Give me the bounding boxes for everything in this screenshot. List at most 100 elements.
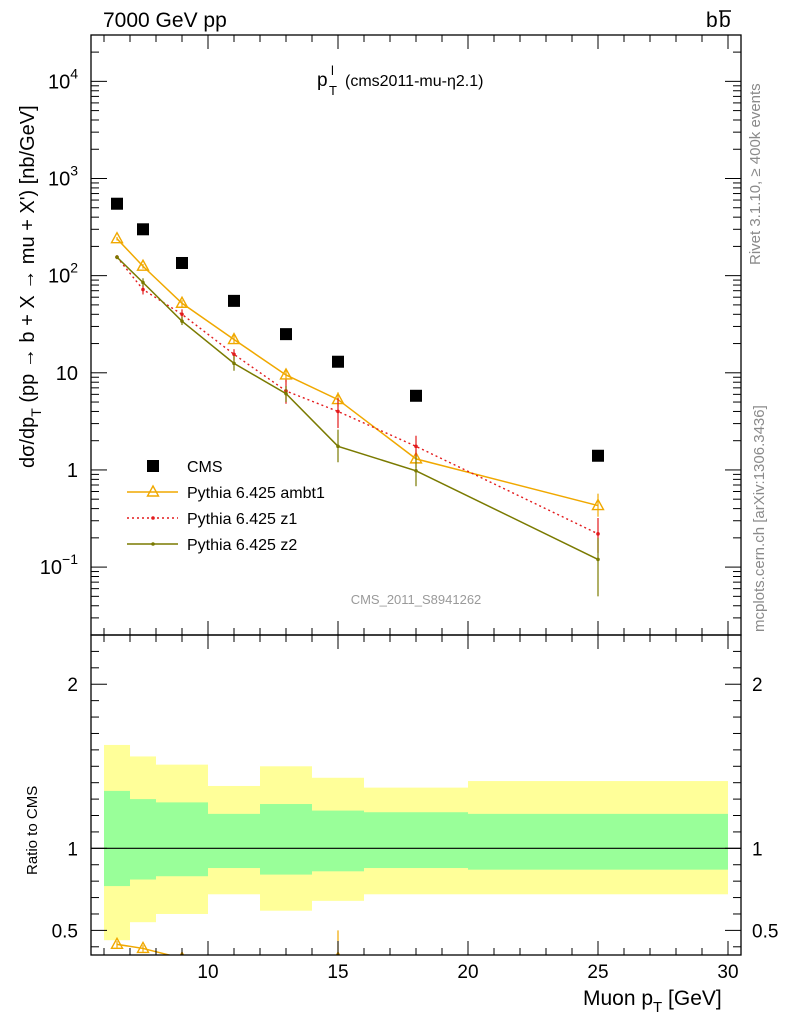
series-marker	[414, 444, 418, 449]
y-tick-base: 10	[48, 169, 70, 191]
series-marker	[284, 391, 288, 396]
series-marker	[232, 361, 236, 366]
ratio-series-group	[110, 930, 341, 955]
y-tick-label: 102	[48, 260, 78, 288]
series-marker	[115, 255, 119, 259]
chart-marks	[110, 197, 605, 955]
legend-marker-cms	[147, 460, 159, 472]
ratio-series-line	[116, 943, 173, 955]
x-tick-label: 25	[587, 962, 608, 983]
data-point-cms	[176, 256, 188, 269]
ratio-band-inner	[130, 799, 156, 880]
header-right-bbar: b	[719, 9, 731, 32]
data-point-cms	[592, 449, 604, 462]
header-right: b b	[706, 9, 731, 32]
data-point-cms	[228, 294, 240, 307]
series-marker	[279, 367, 293, 380]
ratio-band-inner	[468, 813, 728, 870]
legend: CMS Pythia 6.425 ambt1 Pythia 6.425 z1 Pyth…	[127, 459, 325, 554]
y-tick-label: 103	[48, 163, 78, 191]
series-marker	[141, 287, 145, 292]
ratio-y-tick-label: 1	[67, 839, 78, 860]
ratio-series-marker	[110, 936, 124, 950]
series-line	[116, 256, 599, 561]
legend-label: Pythia 6.425 z1	[187, 511, 297, 528]
x-tick-label: 20	[457, 962, 478, 983]
series-marker	[180, 312, 184, 317]
data-point-cms	[137, 223, 149, 236]
y-tick-exp: 4	[70, 65, 78, 81]
legend-label: Pythia 6.425 ambt1	[187, 485, 325, 502]
series-line	[116, 256, 599, 535]
xlabel-main: Muon p	[583, 987, 653, 1010]
main-ylabel-b: (pp → b + X → mu + X') [nb/GeV]	[17, 105, 39, 408]
subtitle-sub: T	[329, 83, 337, 98]
rivet-label: Rivet 3.1.10, ≥ 400k events	[747, 83, 764, 265]
legend-label: Pythia 6.425 z2	[187, 537, 297, 554]
main-ylabel: dσ/dpT (pp → b + X → mu + X') [nb/GeV]	[17, 105, 44, 468]
ratio-series-marker	[136, 940, 150, 954]
ratio-band-inner	[364, 812, 468, 869]
y-tick-base: 10	[48, 266, 70, 288]
series-marker	[180, 319, 184, 323]
header-right-b: b	[706, 9, 718, 32]
series-marker	[336, 409, 340, 414]
main-ylabel-a: dσ/dp	[17, 417, 39, 468]
ratio-y-tick-label: 2	[67, 675, 78, 696]
ratio-band-inner	[260, 804, 312, 875]
series-marker	[336, 444, 340, 449]
ratio-y-tick-label-right: 0.5	[752, 921, 778, 942]
y-tick-label: 10−1	[40, 551, 78, 579]
ratio-band-inner	[156, 802, 208, 877]
ratio-y-tick-label-right: 1	[752, 839, 763, 860]
series-marker	[227, 332, 241, 345]
x-tick-label: 10	[197, 962, 218, 983]
subtitle-main: p	[317, 70, 328, 91]
legend-marker	[146, 484, 160, 497]
data-point-cms	[111, 197, 123, 210]
legend-marker	[151, 542, 155, 546]
main-ylabel-sub: T	[28, 408, 44, 417]
ratio-y-tick-label: 0.5	[52, 921, 78, 942]
mcplots-label: mcplots.cern.ch [arXiv:1306.3436]	[751, 405, 768, 632]
header-left: 7000 GeV pp	[103, 9, 227, 32]
y-tick-base: 10	[40, 557, 62, 579]
ratio-y-tick-label-right: 2	[752, 675, 763, 696]
series-line	[116, 238, 599, 507]
analysis-id: CMS_2011_S8941262	[351, 592, 482, 607]
y-tick-label: 1	[67, 460, 78, 482]
x-axis-label: Muon pT [GeV]	[583, 987, 722, 1016]
subtitle-sup: l	[331, 63, 334, 78]
legend-label: CMS	[187, 459, 223, 476]
data-point-cms	[280, 328, 292, 341]
series-marker	[596, 532, 600, 536]
y-tick-exp: 3	[70, 163, 78, 179]
y-tick-exp: −1	[62, 551, 78, 567]
data-point-cms	[410, 389, 422, 402]
series-marker	[596, 557, 600, 562]
plot-subtitle: p l T (cms2011-mu-η2.1)	[317, 63, 483, 98]
series-marker	[591, 498, 605, 511]
data-point-cms	[332, 355, 344, 368]
series-marker	[414, 468, 418, 473]
series-marker	[110, 231, 124, 244]
ratio-ylabel: Ratio to CMS	[24, 786, 41, 875]
y-tick-base: 10	[48, 71, 70, 93]
ratio-panel	[91, 744, 741, 941]
xlabel-sub: T	[653, 999, 662, 1016]
series-marker	[232, 352, 236, 357]
series-marker	[136, 258, 150, 271]
x-tick-label: 15	[327, 962, 348, 983]
ratio-band-inner	[208, 813, 260, 869]
y-tick-exp: 2	[70, 260, 78, 276]
legend-marker	[151, 516, 155, 520]
series-marker	[141, 280, 145, 285]
ratio-band-inner	[312, 810, 364, 872]
y-tick-label: 10	[56, 363, 78, 385]
subtitle-rest: (cms2011-mu-η2.1)	[345, 73, 483, 90]
y-tick-base: 1	[67, 460, 78, 482]
y-tick-label: 104	[48, 65, 78, 93]
series-marker	[175, 295, 189, 308]
